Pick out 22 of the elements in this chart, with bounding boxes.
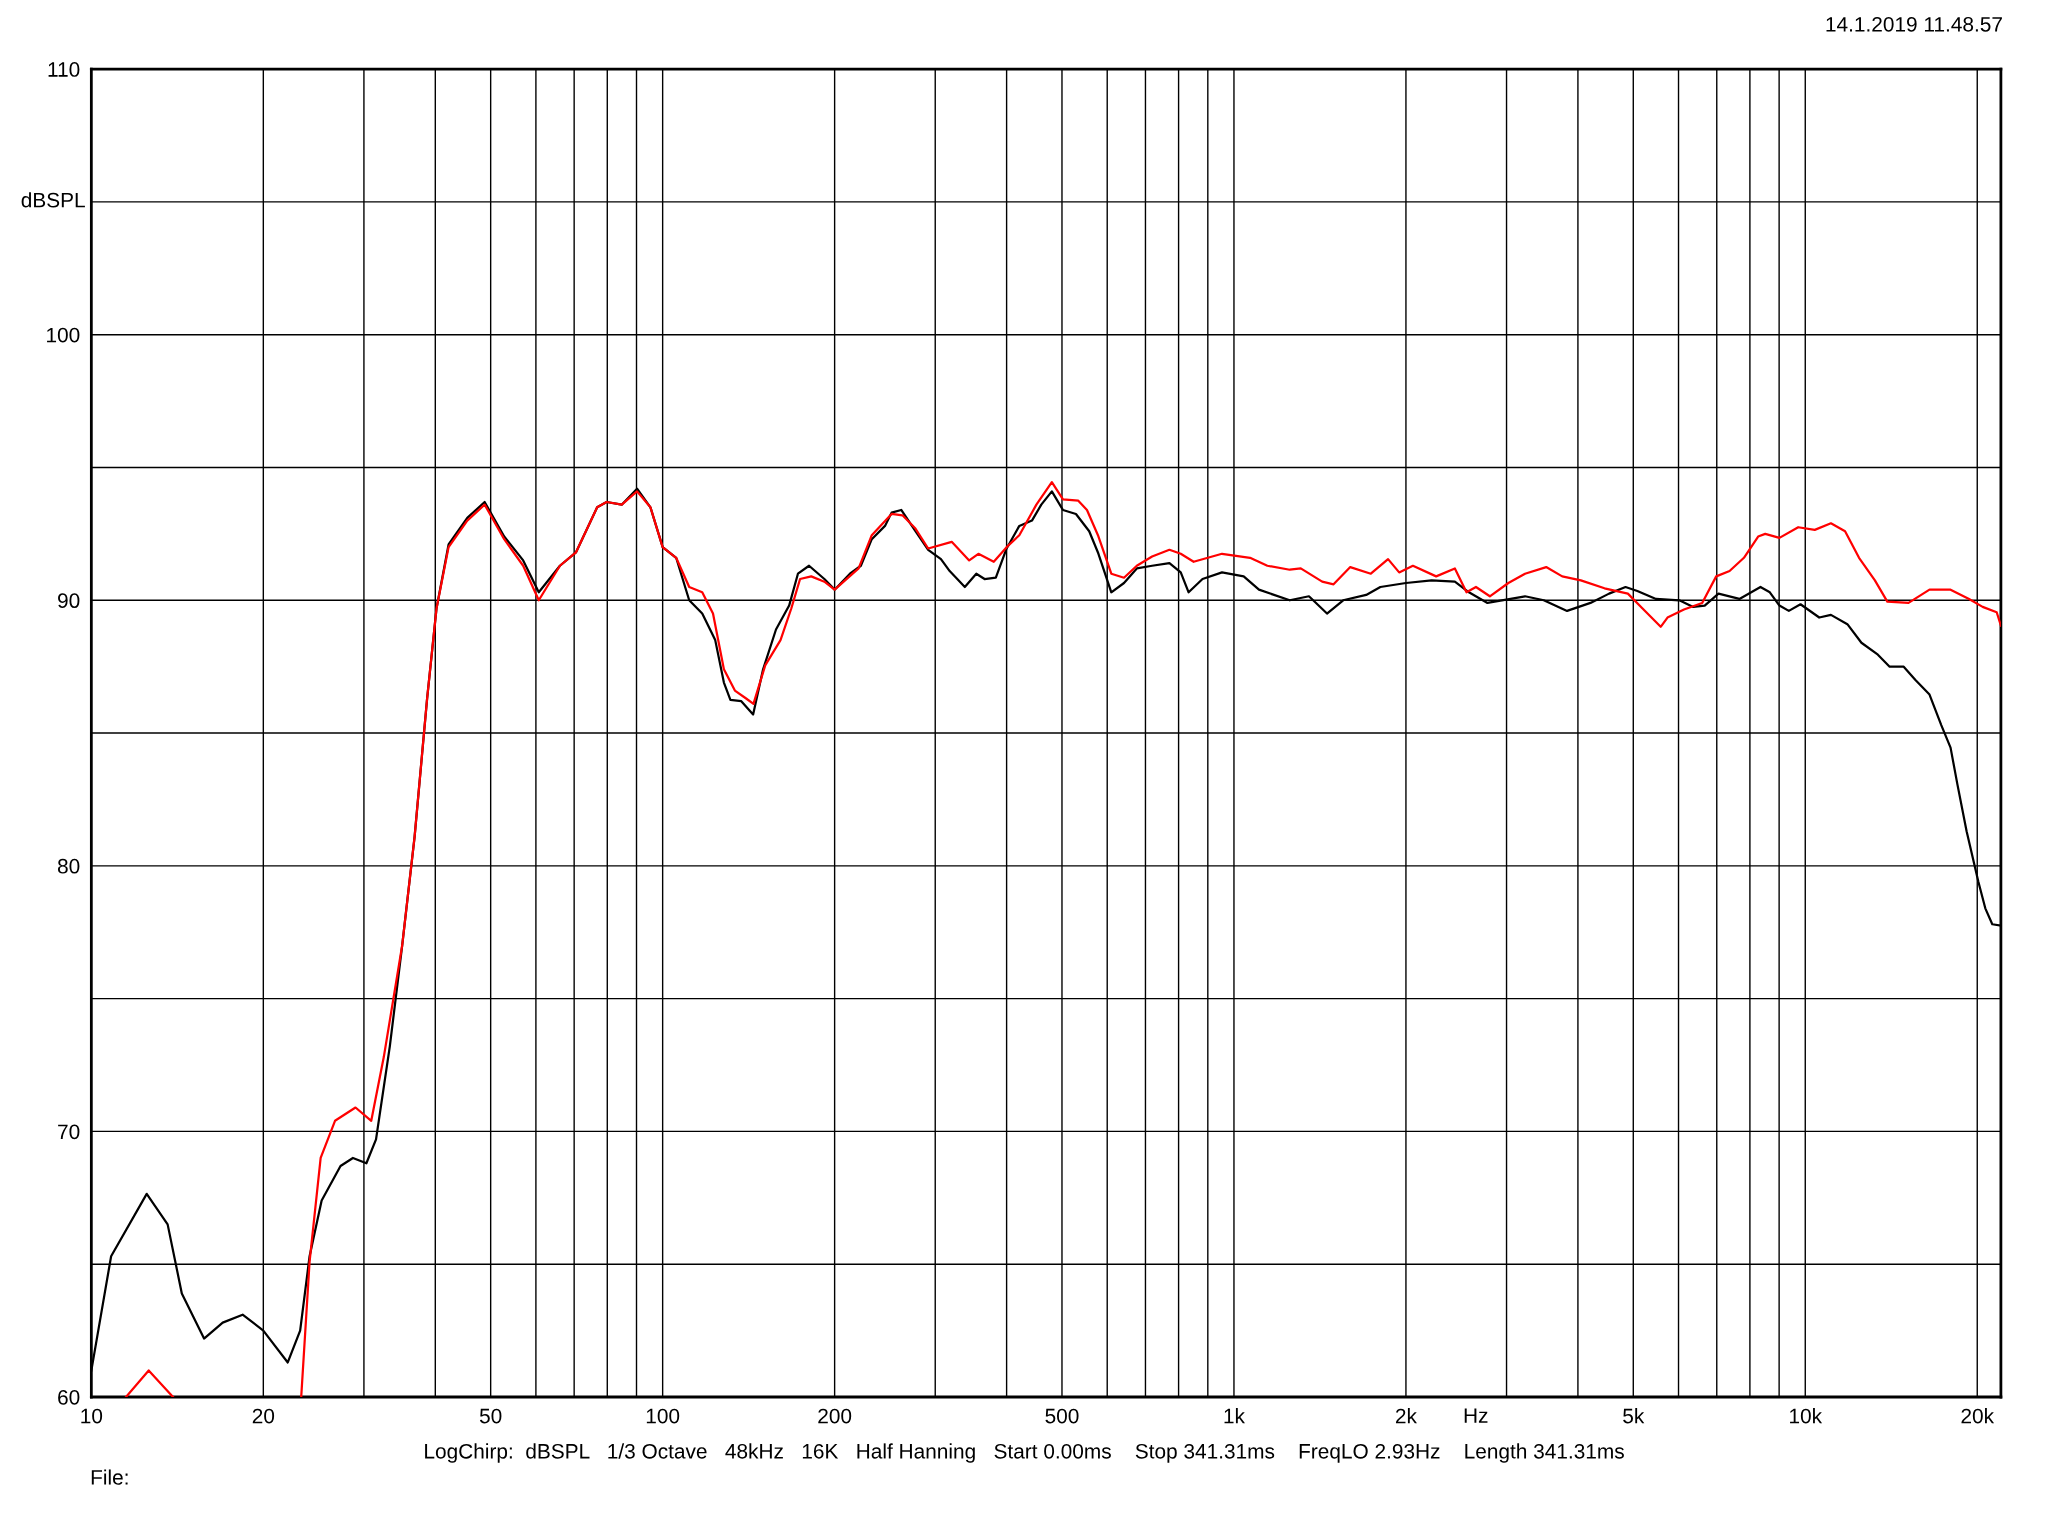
x-tick-label: 200	[818, 1408, 852, 1424]
y-tick-label: 60	[58, 1389, 80, 1405]
x-tick-label: 10	[81, 1408, 103, 1424]
y-tick-label: 70	[58, 1124, 80, 1140]
y-tick-label: 90	[58, 593, 80, 609]
x-tick-label: 2k	[1395, 1408, 1417, 1424]
x-tick-label: 500	[1045, 1408, 1079, 1424]
y-tick-label: 110	[48, 62, 80, 77]
y-tick-label: 80	[57, 858, 80, 874]
x-tick-label: 5k	[1623, 1408, 1645, 1424]
x-axis-title: Hz	[1464, 1408, 1488, 1423]
y-axis-title: dBSPL	[21, 192, 85, 208]
x-tick-label: 1k	[1224, 1408, 1245, 1424]
x-tick-label: 10k	[1790, 1408, 1823, 1424]
x-tick-label: 20k	[1961, 1408, 1995, 1424]
x-tick-label: 20	[252, 1408, 275, 1424]
text: File:	[91, 1469, 128, 1485]
y-tick-label: 100	[47, 327, 80, 343]
text: LogChirp: dBSPL 1/3 Octave 48kHz 16K Half Hanning Start 0.00ms Stop 341.31ms FreqLO 2.93Hz Length 341.31ms	[425, 1443, 1624, 1463]
x-tick-label: 50	[479, 1408, 502, 1424]
x-tick-label: 100	[646, 1408, 680, 1424]
text: 14.1.2019 11.48.57	[1826, 16, 2002, 32]
